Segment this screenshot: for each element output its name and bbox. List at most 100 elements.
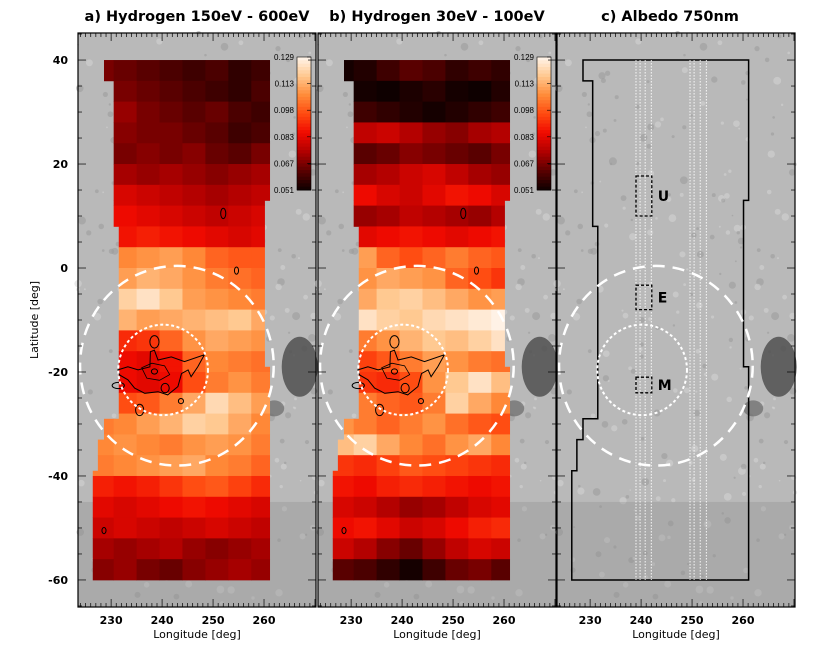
heatmap-cell bbox=[491, 200, 505, 207]
heatmap-cell bbox=[376, 247, 400, 269]
heatmap-cell bbox=[251, 517, 271, 539]
heatmap-cell bbox=[113, 455, 138, 472]
heatmap-cell bbox=[445, 330, 469, 352]
heatmap-cell bbox=[468, 434, 492, 440]
crater bbox=[275, 589, 283, 597]
crater bbox=[651, 562, 656, 567]
crater bbox=[686, 268, 689, 271]
crater bbox=[766, 331, 770, 334]
y-tick-label: -60 bbox=[48, 574, 68, 587]
crater bbox=[719, 453, 727, 461]
heatmap-cell bbox=[399, 351, 423, 368]
crater bbox=[288, 150, 296, 158]
axis-ticks bbox=[318, 33, 556, 607]
heatmap-cell bbox=[228, 517, 252, 539]
region-label-u: U bbox=[658, 189, 669, 205]
crater bbox=[303, 294, 308, 300]
crater bbox=[342, 191, 345, 194]
crater bbox=[741, 491, 747, 497]
crater bbox=[639, 354, 644, 359]
heatmap-cell bbox=[159, 351, 183, 368]
crater bbox=[723, 173, 727, 176]
heatmap-cell bbox=[422, 247, 446, 269]
crater bbox=[711, 193, 716, 198]
colorbar-segment bbox=[537, 166, 551, 171]
x-axis-label: Longitude [deg] bbox=[632, 628, 720, 641]
crater bbox=[557, 479, 564, 487]
heatmap-cell bbox=[358, 366, 378, 373]
crater bbox=[478, 40, 484, 46]
heatmap-cell bbox=[113, 205, 138, 227]
mare-dark-region bbox=[760, 336, 797, 397]
heatmap-cell bbox=[491, 60, 511, 82]
heatmap-cell bbox=[353, 439, 378, 456]
heatmap-cell bbox=[159, 366, 183, 373]
heatmap-cell bbox=[118, 309, 138, 331]
crater bbox=[304, 440, 310, 445]
panel-title: b) Hydrogen 30eV - 100eV bbox=[329, 9, 545, 25]
heatmap-cell bbox=[422, 80, 446, 103]
heatmap-cell bbox=[445, 371, 469, 394]
colorbar-segment bbox=[537, 63, 551, 68]
crater bbox=[318, 479, 325, 487]
colorbar-segment bbox=[537, 83, 551, 88]
crater bbox=[94, 189, 99, 194]
heatmap-cell bbox=[205, 434, 229, 440]
crater bbox=[102, 191, 105, 194]
heatmap-cell bbox=[159, 200, 183, 207]
heatmap-cell bbox=[159, 418, 183, 435]
crater bbox=[310, 312, 317, 320]
y-tick-label: 0 bbox=[60, 262, 68, 275]
heatmap-cell bbox=[182, 517, 206, 539]
colorbar: 0.129 0.113 0.098 0.083 0.067 0.051 bbox=[274, 53, 312, 195]
crater bbox=[334, 189, 339, 194]
heatmap-cell bbox=[251, 434, 271, 440]
heatmap-cell bbox=[445, 455, 469, 472]
crater bbox=[740, 463, 747, 470]
heatmap-cell bbox=[468, 538, 492, 560]
heatmap-cell bbox=[376, 268, 400, 290]
heatmap-cell bbox=[445, 496, 469, 518]
heatmap-cell bbox=[399, 101, 423, 123]
heatmap-cell bbox=[399, 475, 423, 498]
crater bbox=[576, 298, 582, 305]
heatmap-cell bbox=[422, 496, 446, 518]
crater bbox=[351, 413, 357, 419]
heatmap-cell bbox=[136, 517, 160, 539]
outer-basin-ring bbox=[557, 264, 754, 467]
heatmap-cell bbox=[343, 60, 355, 82]
crater bbox=[601, 421, 609, 428]
heatmap-cell bbox=[422, 330, 446, 352]
crater bbox=[683, 283, 687, 287]
contour-loop bbox=[101, 526, 107, 535]
crater bbox=[590, 413, 596, 419]
heatmap-cell bbox=[353, 470, 378, 477]
colorbar-segment bbox=[537, 100, 551, 105]
colorbar-segment bbox=[537, 146, 551, 151]
heatmap-cell bbox=[159, 164, 183, 186]
crater bbox=[337, 298, 343, 305]
crater bbox=[220, 42, 229, 51]
crater bbox=[444, 53, 447, 57]
crater bbox=[668, 214, 677, 223]
crater bbox=[733, 120, 740, 128]
heatmap-cell bbox=[228, 418, 252, 435]
crater bbox=[592, 488, 601, 496]
crater bbox=[782, 294, 787, 300]
heatmap-cell bbox=[376, 226, 400, 248]
crater bbox=[695, 390, 698, 393]
crater bbox=[740, 80, 746, 85]
colorbar-segment bbox=[537, 113, 551, 118]
heatmap-cell bbox=[376, 122, 400, 144]
heatmap-cell bbox=[251, 392, 271, 414]
crater bbox=[781, 213, 789, 221]
heatmap-cell bbox=[136, 226, 160, 248]
crater bbox=[729, 346, 732, 349]
heatmap-cell bbox=[251, 247, 265, 269]
crater bbox=[285, 57, 291, 63]
heatmap-cell bbox=[205, 164, 229, 186]
crater bbox=[683, 53, 686, 57]
heatmap-cell bbox=[445, 101, 469, 123]
heatmap-cell bbox=[136, 60, 160, 82]
crater bbox=[679, 192, 684, 197]
